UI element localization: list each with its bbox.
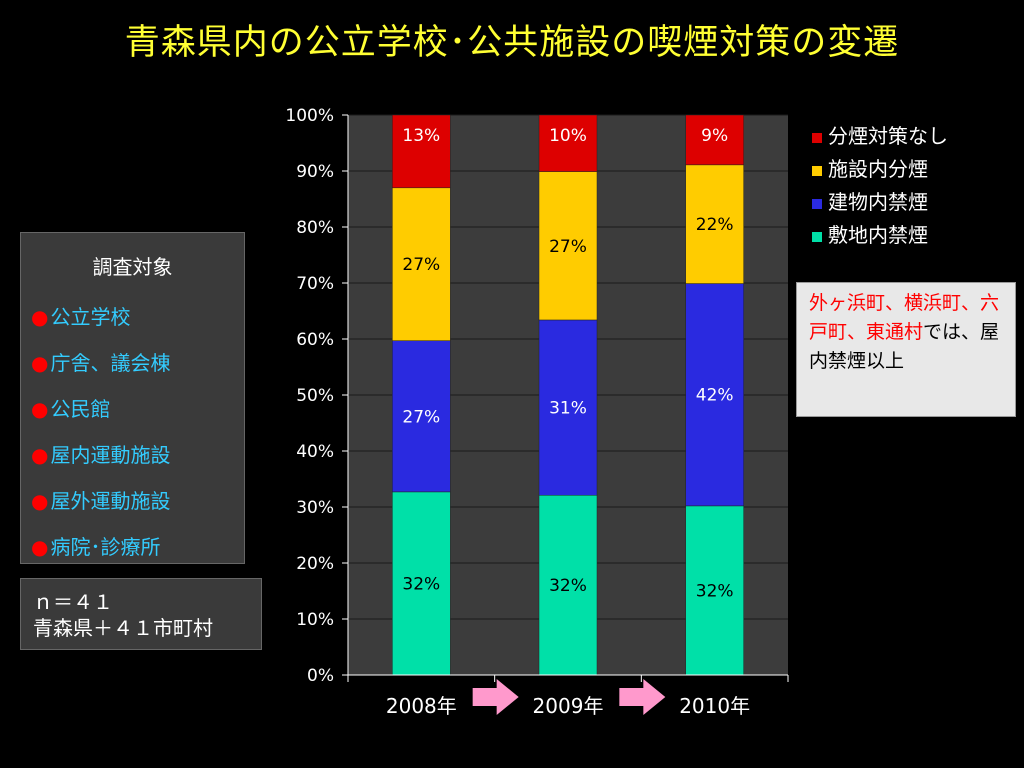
survey-target-item: ● 屋外運動施設 bbox=[31, 478, 244, 524]
arrow-right-icon bbox=[472, 679, 519, 715]
legend-label: 施設内分煙 bbox=[828, 157, 928, 181]
survey-targets-box: 調査対象 ● 公立学校 ● 庁舎、議会棟 ● 公民館 ● 屋内運動施設 ● 屋外運動施設 ● 病院･診… bbox=[20, 232, 245, 564]
x-tick-label: 2010年 bbox=[679, 694, 750, 718]
data-label: 27% bbox=[402, 255, 440, 275]
y-tick-label: 60% bbox=[296, 330, 334, 350]
data-label: 13% bbox=[402, 126, 440, 146]
sample-size: ｎ＝４１ bbox=[33, 590, 113, 614]
y-tick-label: 0% bbox=[307, 666, 334, 686]
bullet-icon: ● bbox=[31, 535, 49, 559]
legend-swatch bbox=[812, 132, 822, 143]
survey-target-item: ● 屋内運動施設 bbox=[31, 432, 244, 478]
note-callout: 外ヶ浜町、横浜町、六戸町、東通村では、屋内禁煙以上 bbox=[796, 282, 1016, 417]
survey-target-label: 公立学校 bbox=[50, 305, 131, 329]
y-tick-label: 50% bbox=[296, 386, 334, 406]
bar-segment bbox=[685, 505, 744, 676]
survey-target-label: 病院･診療所 bbox=[50, 535, 161, 559]
chart-legend: 分煙対策なし 施設内分煙建物内禁煙敷地内禁煙 bbox=[812, 120, 948, 252]
survey-target-label: 屋内運動施設 bbox=[50, 443, 171, 467]
legend-item: 敷地内禁煙 bbox=[812, 219, 948, 252]
y-tick-label: 30% bbox=[296, 498, 334, 518]
legend-swatch bbox=[812, 165, 822, 176]
survey-target-item: ● 庁舎、議会棟 bbox=[31, 340, 244, 386]
bar-segment bbox=[685, 114, 744, 166]
survey-target-item: ● 公立学校 bbox=[31, 294, 244, 340]
bar-segment bbox=[685, 283, 744, 507]
data-label: 32% bbox=[549, 576, 587, 596]
y-tick-label: 70% bbox=[296, 274, 334, 294]
y-tick-label: 90% bbox=[296, 162, 334, 182]
note-text: では、屋内禁煙以上 bbox=[809, 321, 1000, 372]
bar-segment bbox=[538, 114, 598, 172]
bullet-icon: ● bbox=[31, 397, 49, 421]
y-tick-label: 80% bbox=[296, 218, 334, 238]
bar-segment bbox=[538, 171, 598, 321]
data-label: 32% bbox=[402, 574, 440, 594]
x-tick-label: 2008年 bbox=[386, 694, 457, 718]
data-label: 9% bbox=[701, 126, 728, 146]
bullet-icon: ● bbox=[31, 443, 49, 467]
x-tick-label: 2009年 bbox=[533, 694, 604, 718]
survey-target-label: 庁舎、議会棟 bbox=[50, 351, 171, 375]
bar-segment bbox=[538, 319, 598, 496]
data-label: 32% bbox=[696, 581, 734, 601]
data-label: 22% bbox=[696, 215, 734, 235]
note-towns: 外ヶ浜町、横浜町、六戸町、東通村 bbox=[809, 292, 1000, 343]
survey-target-item: ● 公民館 bbox=[31, 386, 244, 432]
bar-segment bbox=[538, 494, 598, 676]
bullet-icon: ● bbox=[31, 489, 49, 513]
survey-target-label: 公民館 bbox=[50, 397, 111, 421]
legend-swatch bbox=[812, 231, 822, 242]
bar-segment bbox=[685, 164, 744, 284]
data-label: 42% bbox=[696, 386, 734, 406]
bar-segment bbox=[392, 187, 451, 341]
data-label: 27% bbox=[549, 237, 587, 257]
legend-swatch bbox=[812, 198, 822, 209]
bar-segment bbox=[392, 114, 451, 189]
legend-label: 建物内禁煙 bbox=[828, 190, 928, 214]
survey-targets-list: ● 公立学校 ● 庁舎、議会棟 ● 公民館 ● 屋内運動施設 ● 屋外運動施設 ● 病院･診療所 bbox=[21, 294, 244, 570]
y-tick-label: 20% bbox=[296, 554, 334, 574]
arrow-right-icon bbox=[619, 679, 666, 715]
slide-title: 青森県内の公立学校･公共施設の喫煙対策の変遷 bbox=[124, 23, 900, 63]
sample-size-box: ｎ＝４１ 青森県＋４１市町村 bbox=[20, 578, 262, 650]
legend-item: 建物内禁煙 bbox=[812, 186, 948, 219]
survey-target-label: 屋外運動施設 bbox=[50, 489, 171, 513]
y-tick-label: 40% bbox=[296, 442, 334, 462]
legend-label: 敷地内禁煙 bbox=[828, 223, 928, 247]
survey-target-item: ● 病院･診療所 bbox=[31, 524, 244, 570]
survey-targets-header: 調査対象 bbox=[92, 255, 173, 279]
legend-label: 分煙対策なし bbox=[828, 124, 948, 148]
data-label: 27% bbox=[402, 407, 440, 427]
bar-segment bbox=[392, 491, 451, 676]
y-tick-label: 100% bbox=[285, 106, 334, 126]
sample-scope: 青森県＋４１市町村 bbox=[33, 616, 213, 640]
bullet-icon: ● bbox=[31, 351, 49, 375]
bullet-icon: ● bbox=[31, 305, 49, 329]
legend-item: 施設内分煙 bbox=[812, 153, 948, 186]
legend-item: 分煙対策なし bbox=[812, 120, 948, 153]
bar-segment bbox=[392, 340, 451, 493]
y-tick-label: 10% bbox=[296, 610, 334, 630]
data-label: 31% bbox=[549, 399, 587, 419]
data-label: 10% bbox=[549, 126, 587, 146]
